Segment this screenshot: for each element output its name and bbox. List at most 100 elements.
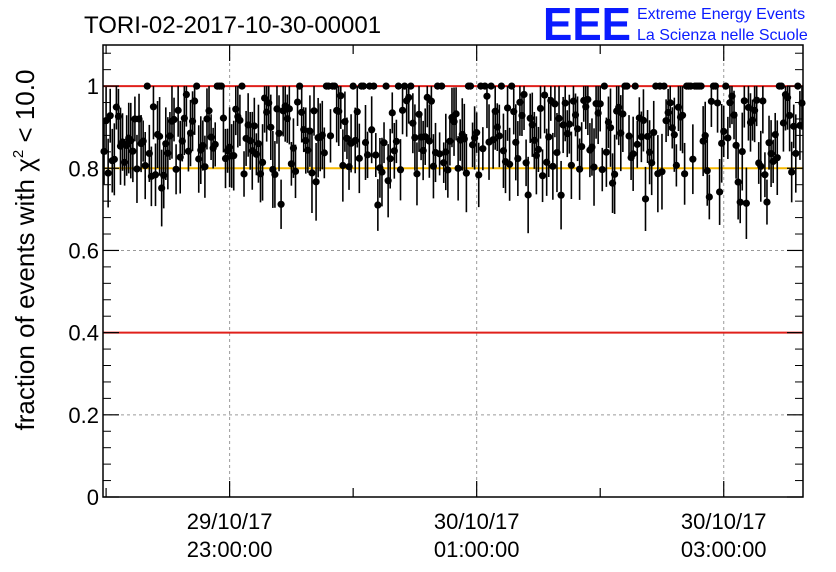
data-point — [191, 97, 199, 105]
data-point — [788, 168, 796, 176]
data-point — [407, 82, 415, 90]
data-point — [740, 97, 748, 105]
data-point — [427, 97, 435, 105]
data-point — [600, 82, 608, 90]
data-point — [380, 139, 388, 147]
data-point — [561, 99, 569, 107]
data-point — [641, 195, 650, 203]
data-point — [506, 160, 514, 168]
y-axis-label-suffix: < 10.0 — [10, 70, 40, 150]
data-point — [110, 155, 118, 163]
data-point — [174, 106, 182, 114]
data-point — [538, 172, 547, 180]
data-point — [473, 129, 481, 137]
data-point — [291, 167, 300, 175]
data-point — [639, 116, 648, 124]
data-point — [219, 114, 228, 122]
data-point — [258, 158, 267, 166]
logo-mark: EEE — [543, 0, 631, 50]
data-point — [757, 162, 765, 170]
y-axis: 0 0.2 0.4 0.6 0.8 1 — [68, 52, 803, 510]
y-tick-label: 1 — [87, 74, 99, 99]
data-point — [792, 149, 800, 158]
data-point — [388, 109, 396, 117]
data-point — [629, 150, 637, 158]
data-point — [479, 145, 487, 153]
data-point — [707, 97, 715, 105]
data-point — [761, 171, 769, 179]
data-point — [720, 127, 728, 136]
chart-title: TORI-02-2017-10-30-00001 — [84, 12, 381, 39]
data-point — [394, 82, 403, 90]
data-point — [716, 188, 724, 196]
data-point — [549, 162, 557, 170]
data-point — [524, 191, 532, 199]
data-point — [724, 134, 732, 142]
data-point — [172, 165, 180, 173]
data-point — [660, 82, 668, 90]
data-point — [238, 82, 246, 90]
data-point — [777, 82, 785, 90]
data-point — [514, 154, 522, 163]
data-point — [773, 154, 781, 162]
data-point — [475, 171, 483, 179]
data-point — [722, 82, 730, 90]
data-point — [398, 106, 407, 114]
data-point — [557, 191, 565, 199]
data-point — [386, 155, 394, 163]
data-point — [503, 104, 512, 112]
data-series — [100, 82, 806, 239]
data-point — [372, 151, 380, 159]
data-point — [596, 100, 604, 108]
data-point — [353, 108, 361, 116]
data-point — [678, 111, 687, 119]
data-point — [713, 99, 722, 107]
data-point — [436, 150, 444, 158]
data-point — [337, 92, 345, 100]
data-point — [411, 133, 419, 142]
data-point — [193, 82, 201, 90]
data-point — [326, 132, 335, 140]
data-point — [584, 95, 592, 104]
x-tick-label-time: 03:00:00 — [681, 537, 767, 562]
data-point — [590, 163, 598, 171]
data-point — [151, 171, 160, 179]
data-point — [650, 128, 658, 137]
data-point — [205, 107, 213, 115]
data-point — [267, 123, 275, 131]
data-point — [312, 178, 320, 186]
data-point — [250, 122, 258, 130]
y-tick-label: 0.6 — [68, 238, 99, 263]
logo-line-2: La Scienza nelle Scuole — [637, 27, 808, 44]
data-point — [619, 110, 627, 118]
data-point — [104, 169, 112, 177]
data-point — [672, 161, 680, 169]
x-tick-label-time: 01:00:00 — [434, 537, 520, 562]
data-point — [633, 140, 641, 148]
data-point — [149, 103, 158, 111]
data-point — [670, 131, 678, 139]
y-axis-label-chi: χ — [10, 158, 40, 172]
data-point — [156, 132, 164, 140]
data-point — [483, 92, 491, 100]
logo: EEE Extreme Energy Events La Scienza nel… — [543, 0, 808, 50]
data-point — [133, 165, 141, 173]
x-axis: 29/10/17 23:00:00 30/10/17 01:00:00 30/10/17… — [105, 45, 767, 562]
data-point — [658, 168, 666, 176]
y-tick-label: 0 — [87, 485, 99, 510]
data-point — [697, 82, 705, 90]
data-point — [396, 166, 405, 174]
data-point — [438, 82, 446, 90]
data-point — [541, 91, 549, 99]
data-point — [742, 199, 750, 207]
data-point — [567, 161, 575, 169]
data-point — [495, 132, 503, 140]
data-point — [753, 96, 761, 104]
data-point — [736, 198, 744, 206]
data-point — [106, 112, 114, 120]
data-point — [738, 147, 746, 156]
data-point — [368, 126, 376, 134]
data-point — [466, 82, 475, 90]
data-point — [143, 82, 151, 90]
data-point — [141, 161, 149, 170]
